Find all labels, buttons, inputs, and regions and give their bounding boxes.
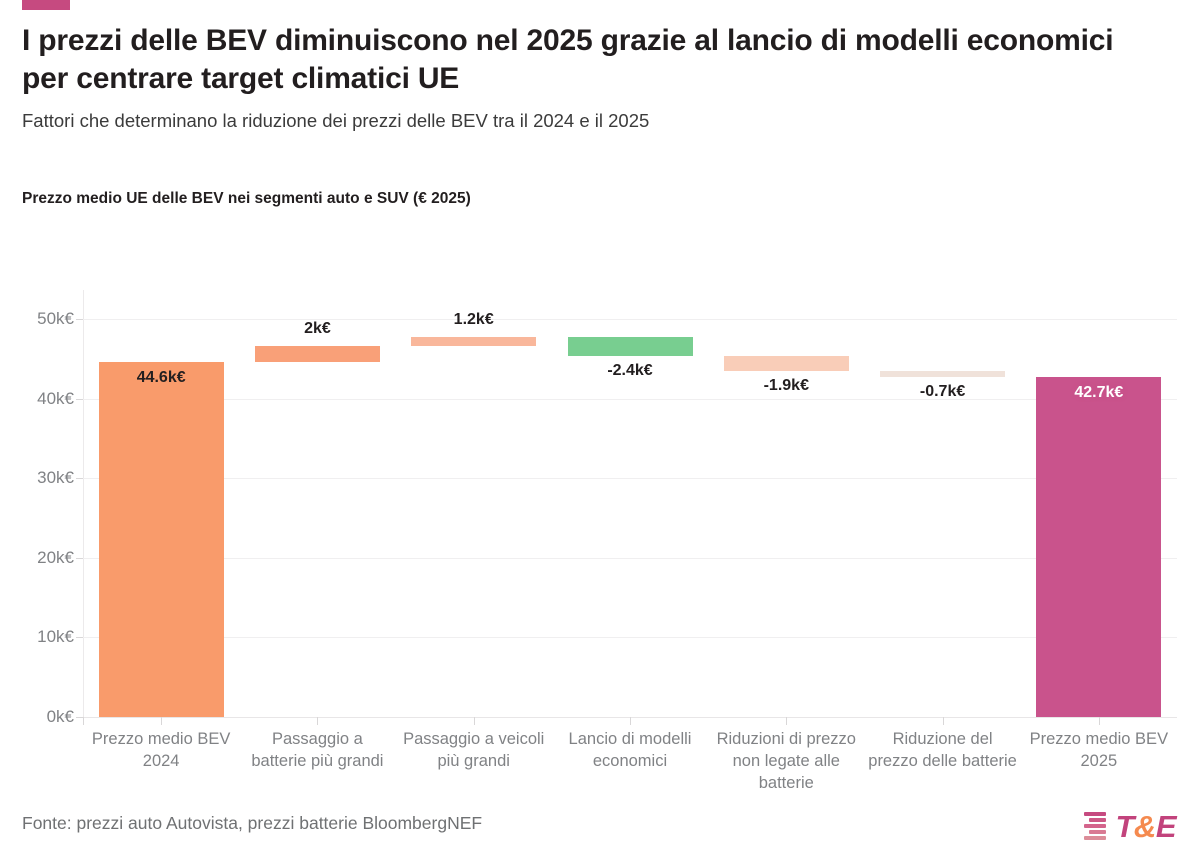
y-tick-mark — [76, 398, 83, 400]
bar-decrease[interactable] — [567, 336, 693, 356]
gridline — [83, 637, 1177, 639]
source-note: Fonte: prezzi auto Autovista, prezzi bat… — [22, 813, 483, 833]
te-logo: T&E — [1084, 806, 1177, 846]
bar-decrease[interactable] — [880, 371, 1006, 377]
x-tick-label: Riduzioni di prezzo non legate alle batt… — [716, 730, 856, 792]
bar-total[interactable] — [98, 362, 224, 717]
plot-area: 0k€ 10k€ 20k€ 30k€ 40k€ 50k€ 44.6k€ 2k€ 1.2k€ -2.… — [37, 290, 1177, 726]
x-tick-label: Passaggio a veicoli più grandi — [403, 730, 545, 770]
gridline — [83, 398, 1177, 400]
waterfall-chart: 0k€ 10k€ 20k€ 30k€ 40k€ 50k€ 44.6k€ 2k€ 1.2k€ -2.… — [22, 240, 1182, 830]
y-tick-label: 0k€ — [46, 707, 74, 726]
bar-decrease[interactable] — [723, 355, 849, 372]
y-tick-label: 20k€ — [37, 547, 74, 567]
x-tick-mark — [1098, 717, 1100, 725]
bar-increase[interactable] — [411, 336, 537, 347]
x-tick-label: Lancio di modelli economici — [568, 730, 692, 770]
x-tick-label: Prezzo medio BEV 2025 — [1029, 730, 1169, 770]
bar-value-label: 2k€ — [304, 320, 331, 338]
x-tick-label: Riduzione del prezzo delle batterie — [868, 730, 1017, 770]
chart-title: Prezzo medio UE delle BEV nei segmenti a… — [22, 190, 471, 207]
bar-value-label: -0.7k€ — [919, 382, 966, 400]
y-tick-mark — [76, 717, 83, 718]
x-tick-mark — [786, 717, 788, 725]
chart-block: Prezzo medio UE delle BEV nei segmenti a… — [22, 190, 1182, 830]
x-tick-label: Passaggio a batterie più grandi — [251, 730, 384, 770]
logo-stripes-icon — [1084, 812, 1107, 840]
y-tick-label: 10k€ — [37, 627, 74, 647]
bar-increase[interactable] — [254, 346, 380, 363]
y-axis-line — [83, 290, 84, 717]
y-tick-mark — [76, 557, 83, 559]
header: I prezzi delle BEV diminuiscono nel 2025… — [22, 22, 1182, 133]
y-tick-label: 30k€ — [37, 468, 74, 488]
x-tick-mark — [83, 717, 84, 725]
bar-value-label: -2.4k€ — [607, 361, 653, 379]
bar-value-label: 1.2k€ — [453, 310, 494, 328]
logo-letter-t: T — [1115, 808, 1134, 844]
y-tick-mark — [76, 637, 83, 639]
bar-total[interactable] — [1036, 377, 1162, 717]
x-tick-mark — [942, 717, 944, 725]
x-tick-mark — [473, 717, 475, 725]
logo-letter-e: E — [1155, 808, 1177, 844]
gridline — [83, 319, 1177, 321]
accent-bar — [22, 0, 70, 10]
y-tick-label: 50k€ — [37, 309, 74, 329]
y-tick-mark — [76, 319, 83, 321]
x-tick-mark — [630, 717, 631, 725]
bar-value-label: 44.6k€ — [136, 369, 186, 387]
x-tick-label: Prezzo medio BEV 2024 — [91, 730, 231, 770]
x-tick-mark — [161, 717, 163, 725]
logo-ampersand: & — [1133, 808, 1156, 844]
x-tick-mark — [317, 717, 319, 725]
y-tick-label: 40k€ — [37, 388, 74, 408]
x-axis: Prezzo medio BEV 2024 Passaggio a batteri… — [83, 717, 1177, 830]
bar-value-label: -1.9k€ — [763, 377, 809, 395]
y-tick-mark — [76, 478, 83, 480]
page-subtitle: Fattori che determinano la riduzione dei… — [22, 109, 650, 131]
page-title: I prezzi delle BEV diminuiscono nel 2025… — [22, 24, 1114, 95]
logo-wordmark: T&E — [1115, 811, 1176, 842]
gridline — [83, 557, 1177, 559]
bar-value-label: 42.7k€ — [1074, 384, 1124, 402]
gridline — [83, 478, 1177, 480]
